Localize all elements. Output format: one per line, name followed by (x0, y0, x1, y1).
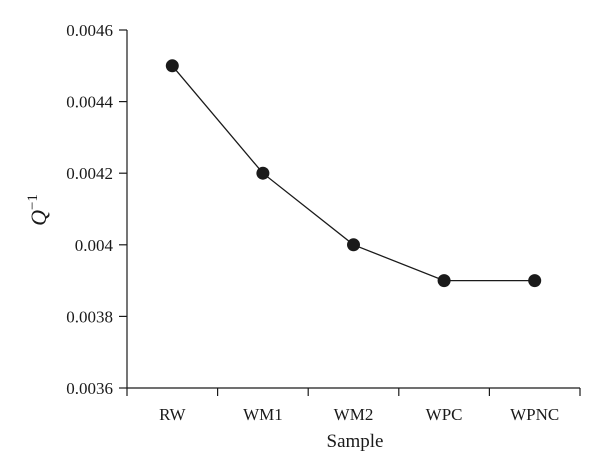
data-point (347, 238, 360, 252)
y-tick-label: 0.0036 (66, 379, 113, 398)
y-tick-label: 0.004 (75, 236, 114, 255)
x-tick-label: WPC (426, 405, 463, 424)
data-point (437, 274, 451, 288)
y-axis-title-base: Q (26, 210, 51, 226)
x-tick-label: WPNC (510, 405, 559, 424)
y-axis-title: Q−1 (25, 194, 51, 226)
x-tick-label: RW (159, 405, 186, 424)
y-tick-label: 0.0044 (66, 93, 113, 112)
data-series (165, 59, 542, 288)
x-tick-label: WM2 (334, 405, 374, 424)
x-tick-label: WM1 (243, 405, 283, 424)
data-point (256, 166, 270, 180)
y-axis: 0.0036 0.0038 0.004 0.0042 0.0044 0.0046 (66, 21, 128, 398)
y-tick-label: 0.0046 (66, 21, 113, 40)
x-axis-title: Sample (327, 431, 384, 452)
y-tick-label: 0.0042 (66, 164, 113, 183)
y-tick-label: 0.0038 (66, 307, 113, 326)
y-axis-title-exponent: −1 (25, 194, 41, 210)
data-point (528, 274, 542, 288)
data-point (165, 59, 179, 73)
x-axis: RW WM1 WM2 WPC WPNC (126, 387, 581, 424)
